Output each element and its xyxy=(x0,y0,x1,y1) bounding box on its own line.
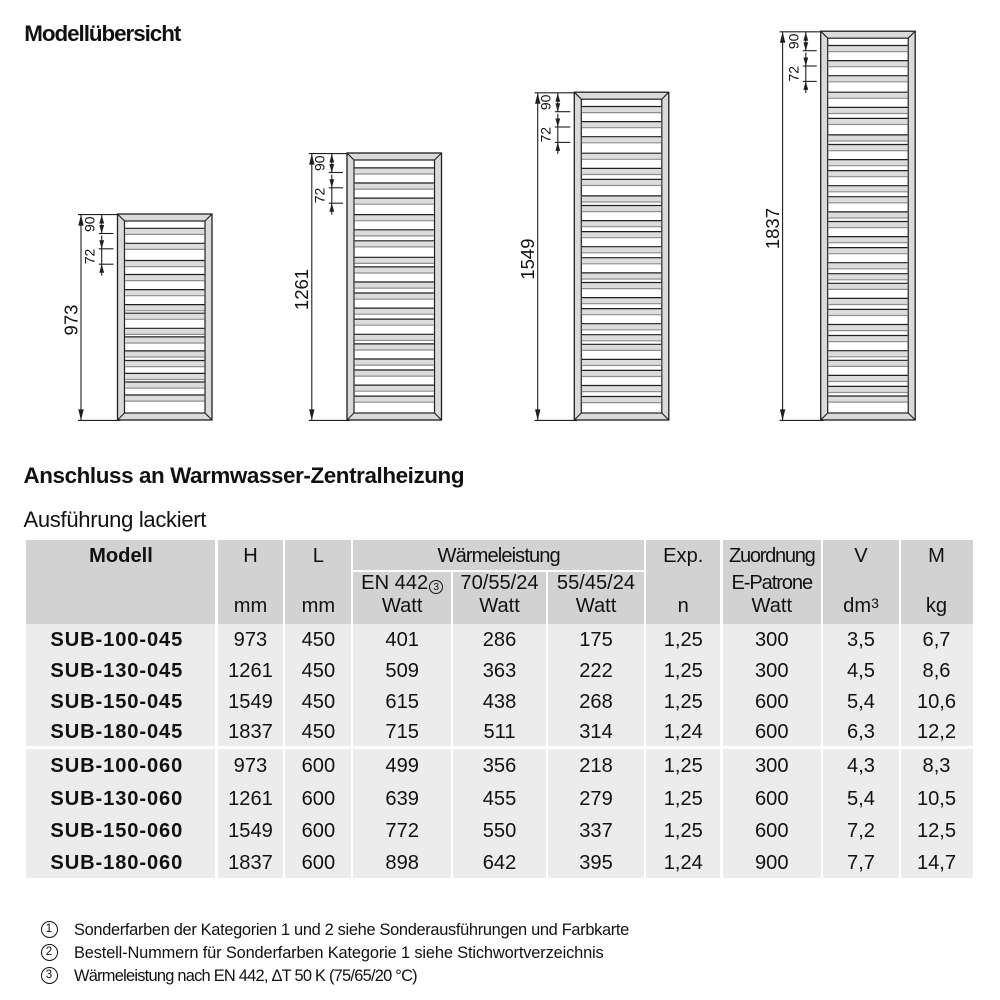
svg-text:90: 90 xyxy=(538,94,554,110)
svg-text:72: 72 xyxy=(312,188,328,204)
svg-text:72: 72 xyxy=(786,66,802,82)
svg-text:1837: 1837 xyxy=(762,208,783,249)
svg-text:1261: 1261 xyxy=(291,269,312,310)
svg-text:90: 90 xyxy=(312,155,328,171)
svg-text:1549: 1549 xyxy=(517,239,538,280)
svg-text:973: 973 xyxy=(60,305,81,336)
svg-text:90: 90 xyxy=(81,216,97,232)
svg-text:72: 72 xyxy=(538,127,554,143)
svg-text:90: 90 xyxy=(786,33,802,49)
svg-text:72: 72 xyxy=(81,249,97,265)
